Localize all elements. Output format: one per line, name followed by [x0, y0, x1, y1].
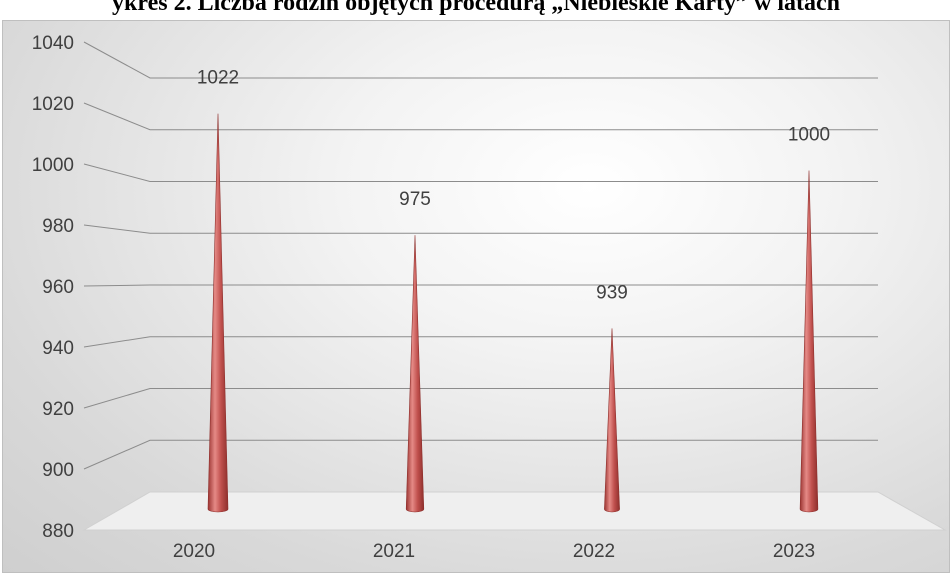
x-tick-label: 2023	[773, 541, 815, 562]
x-tick-label: 2022	[573, 541, 615, 562]
y-tick-label: 900	[42, 460, 74, 481]
cone-bar	[604, 328, 620, 513]
chart-floor-group	[82, 491, 947, 531]
cone-bar	[799, 170, 819, 513]
y-axis-ticks-group: 880 900 920 940 960 980 1000 1020 1040	[32, 33, 74, 542]
chart-area	[2, 20, 950, 573]
gridline	[83, 102, 878, 131]
y-tick-label: 1020	[32, 94, 74, 115]
x-tick-label: 2020	[173, 541, 215, 562]
y-tick-label: 880	[42, 521, 74, 542]
cone-bar	[405, 235, 425, 513]
y-tick-label: 1000	[32, 155, 74, 176]
gridlines-group	[83, 41, 878, 470]
cone-bar	[207, 113, 229, 513]
gridline	[83, 284, 878, 287]
gridline	[83, 439, 878, 470]
cones-group	[207, 113, 819, 513]
y-tick-label: 980	[42, 216, 74, 237]
x-tick-label: 2021	[373, 541, 415, 562]
gridline	[83, 41, 878, 79]
data-label: 975	[399, 189, 431, 210]
chart-title: ykres 2. Liczba rodzin objętych procedur…	[0, 0, 952, 22]
gridline	[83, 224, 878, 234]
y-tick-label: 1040	[32, 33, 74, 54]
data-label: 939	[596, 282, 628, 303]
data-label: 1022	[197, 68, 239, 89]
data-label: 1000	[788, 125, 830, 146]
y-tick-label: 960	[42, 277, 74, 298]
data-labels-group: 1022 975 939 1000	[197, 68, 830, 304]
x-axis-labels-group: 2020 2021 2022 2023	[173, 541, 815, 562]
chart-floor	[82, 491, 947, 531]
y-tick-label: 920	[42, 399, 74, 420]
gridline	[83, 388, 878, 409]
gridline	[83, 163, 878, 182]
gridline	[83, 336, 878, 348]
y-tick-label: 940	[42, 338, 74, 359]
